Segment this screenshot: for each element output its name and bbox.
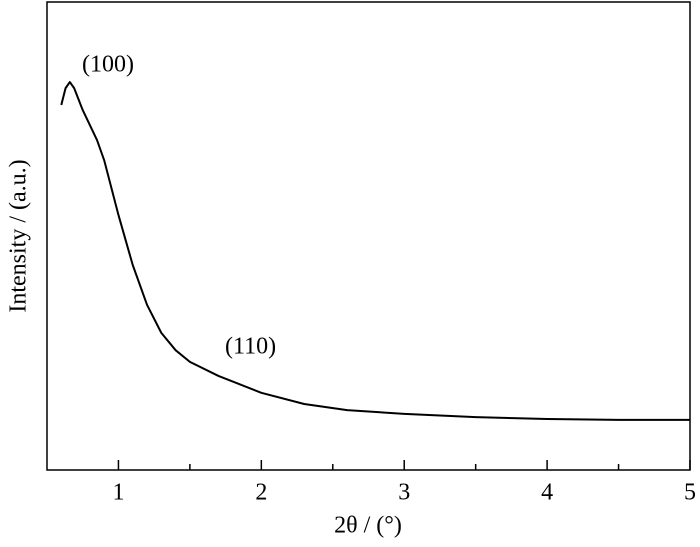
y-axis-label: Intensity / (a.u.) xyxy=(6,159,32,312)
x-tick-label: 1 xyxy=(112,480,124,506)
x-tick-label: 2 xyxy=(255,480,267,506)
annotation: (110) xyxy=(225,334,276,360)
data-line xyxy=(60,81,690,421)
x-tick-label: 5 xyxy=(684,480,696,506)
x-axis-label: 2θ / (°) xyxy=(334,513,402,539)
annotation: (100) xyxy=(82,52,134,78)
x-tick-label: 3 xyxy=(398,480,410,506)
plot-frame xyxy=(46,1,691,471)
x-tick-label: 4 xyxy=(541,480,553,506)
